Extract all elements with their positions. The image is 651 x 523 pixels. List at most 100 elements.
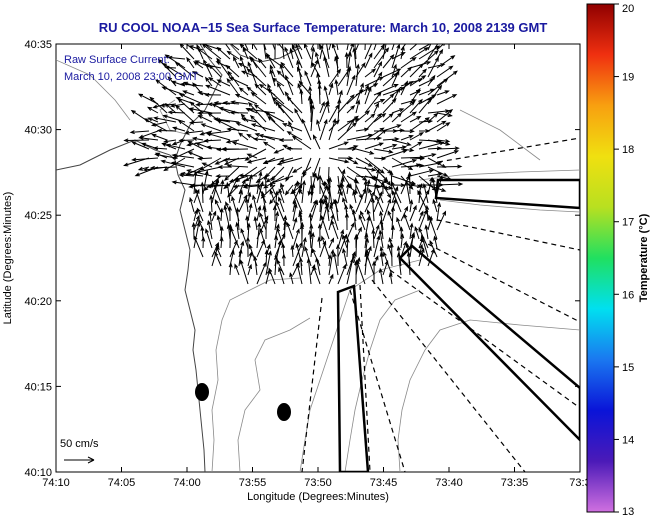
current-vector — [400, 233, 405, 249]
y-tick-label: 40:15 — [24, 381, 52, 393]
current-vector — [273, 148, 285, 154]
current-vector — [409, 47, 429, 60]
current-vector — [409, 141, 423, 150]
current-vector — [436, 164, 463, 169]
current-vector — [193, 209, 198, 222]
current-vector — [382, 93, 395, 105]
current-vector — [409, 204, 417, 222]
current-vector — [346, 118, 355, 132]
current-vector — [271, 77, 285, 87]
current-vector — [244, 197, 249, 213]
current-vector — [400, 56, 417, 69]
current-vector — [436, 150, 460, 159]
current-vector — [131, 157, 159, 162]
current-vector — [436, 146, 460, 151]
current-vector — [373, 224, 380, 240]
current-vector — [340, 182, 348, 204]
current-vector — [436, 210, 447, 231]
current-vector — [355, 166, 377, 172]
current-vector — [319, 118, 328, 141]
current-vector — [378, 267, 384, 285]
current-vector — [418, 44, 431, 51]
current-vector — [193, 170, 198, 195]
current-vector — [433, 235, 438, 249]
current-vector — [247, 251, 253, 267]
current-vector — [391, 112, 403, 123]
current-vector — [149, 165, 177, 170]
current-vector — [264, 218, 269, 240]
current-vector — [409, 116, 422, 123]
current-vector — [291, 166, 303, 173]
current-vector — [345, 182, 350, 195]
current-vector — [268, 267, 276, 285]
current-vector — [382, 184, 392, 199]
current-vector — [418, 243, 424, 258]
current-vector — [202, 169, 209, 195]
current-vector — [200, 181, 205, 204]
current-vector — [286, 131, 303, 141]
current-vector — [129, 130, 150, 135]
current-vector — [321, 235, 330, 258]
current-vector — [205, 84, 231, 96]
current-vector — [225, 181, 231, 204]
current-vector — [211, 210, 217, 222]
current-vector — [346, 257, 354, 285]
current-vector — [328, 82, 334, 96]
current-vector — [396, 216, 402, 231]
current-vector — [282, 123, 303, 132]
current-vector — [207, 219, 213, 240]
current-vector — [364, 76, 384, 87]
current-vector — [208, 76, 222, 87]
current-vector — [257, 57, 267, 69]
current-vector — [227, 205, 232, 222]
current-vector — [317, 236, 322, 249]
current-vector — [418, 208, 428, 231]
current-vector — [254, 83, 267, 96]
current-vector — [274, 44, 276, 60]
current-vector — [427, 74, 436, 87]
current-vector — [373, 191, 383, 213]
current-vector — [180, 82, 204, 87]
current-vector — [248, 107, 276, 114]
current-vector — [409, 75, 427, 87]
current-vector — [217, 165, 231, 170]
current-vector — [382, 112, 394, 123]
current-vector — [427, 44, 439, 60]
current-vector — [382, 198, 392, 222]
current-vector — [373, 102, 379, 114]
current-vector — [285, 74, 294, 96]
current-vector — [193, 221, 201, 249]
current-vector — [383, 251, 393, 276]
current-vector — [355, 136, 383, 141]
current-vector — [382, 149, 408, 159]
current-vector — [301, 179, 306, 204]
current-vector — [382, 137, 400, 142]
current-vector — [342, 247, 348, 267]
current-vector — [252, 44, 258, 51]
annotation-line1: Raw Surface Current: — [64, 54, 170, 66]
x-tick-label: 74:05 — [108, 477, 136, 489]
current-vector — [187, 140, 204, 150]
current-vector — [247, 202, 253, 222]
x-tick-label: 74:00 — [173, 477, 201, 489]
current-vector — [262, 141, 276, 150]
current-vector — [418, 189, 430, 213]
current-vector — [364, 113, 376, 123]
current-vector — [292, 203, 298, 222]
current-vector — [246, 68, 267, 87]
current-vector — [235, 122, 258, 132]
current-vector — [226, 163, 249, 168]
current-vector — [373, 234, 381, 258]
current-vector — [379, 219, 384, 240]
current-vector — [310, 58, 319, 78]
current-vector — [355, 99, 361, 114]
surface-current-vectors — [123, 44, 464, 285]
current-vector — [418, 94, 437, 105]
current-vector — [317, 223, 322, 240]
current-vector — [278, 266, 285, 285]
current-vector — [286, 146, 303, 151]
current-vector — [250, 92, 267, 105]
current-vector — [312, 157, 321, 178]
current-vector — [247, 263, 252, 276]
current-vector — [265, 250, 272, 276]
